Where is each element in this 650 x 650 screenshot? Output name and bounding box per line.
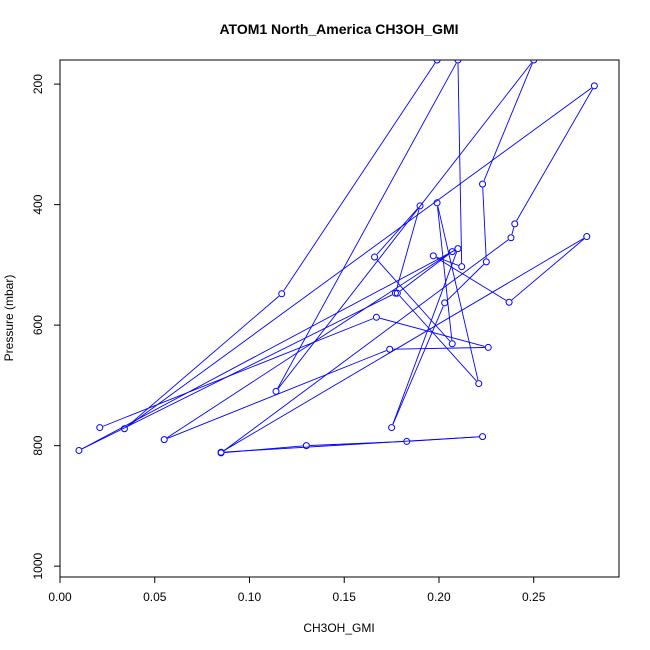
series-segment [437,206,479,381]
series-segment [376,259,451,342]
y-ticks: 200 400 600 800 1000 [31,74,60,580]
y-tick-label: 200 [31,74,45,94]
y-tick-label: 400 [31,194,45,214]
data-point [505,298,513,306]
data-point [479,433,487,441]
data-point [278,290,286,298]
data-point [448,340,456,348]
data-point [386,345,394,353]
series-segment [393,347,485,350]
data-point [160,436,168,444]
data-point [371,253,379,261]
data-point [302,442,310,450]
data-point [75,446,83,454]
y-tick-label: 600 [31,315,45,335]
x-tick-label: 0.20 [427,590,451,604]
series-segment [399,253,450,292]
series-segment [482,187,487,259]
series-segment [392,251,458,425]
series-segment [223,237,584,451]
series-segment [277,62,457,389]
x-tick-label: 0.25 [522,590,546,604]
data-point [272,387,280,395]
series-segment [483,63,533,181]
data-point [429,252,437,260]
series-segment [223,239,509,452]
series-segment [410,436,480,442]
x-tick-label: 0.05 [143,590,167,604]
data-point [448,248,456,256]
x-axis-label: CH3OH_GMI [303,621,374,635]
data-point [484,343,492,351]
series-segment [446,264,485,301]
data-point [479,180,487,188]
data-point [454,60,462,64]
series-segment [399,295,477,382]
data-point [507,234,515,242]
data-point [120,425,128,433]
x-ticks: 0.00 0.05 0.10 0.15 0.20 0.25 [48,577,546,604]
data-point [475,380,483,388]
data-point [458,263,466,271]
data-point [454,245,462,253]
data-point [96,424,104,432]
series-segment [516,88,593,222]
data-point [416,202,424,210]
data-point [482,258,490,266]
data-point [388,424,396,432]
data-point [441,299,449,307]
data-point [217,449,225,457]
series-segment [376,208,418,255]
series-segment [309,441,404,446]
series-segment [81,249,455,450]
data-series [75,60,598,457]
data-point [433,60,441,64]
series-segment [511,227,515,235]
data-point [583,233,591,241]
data-point [433,199,441,207]
y-axis-label: Pressure (mbar) [2,275,16,362]
x-tick-label: 0.00 [48,590,72,604]
y-tick-label: 1000 [31,552,45,579]
data-point [590,82,598,90]
series-segment [224,445,303,454]
x-tick-label: 0.15 [333,590,357,604]
data-point [403,437,411,445]
series-segment [436,257,507,301]
series-segment [283,62,436,292]
series-segment [436,256,459,266]
series-segment [166,253,450,439]
x-tick-label: 0.10 [238,590,262,604]
data-point [511,220,519,228]
data-point [391,289,399,297]
series-segment [81,294,393,450]
data-point [372,313,380,321]
series-segment [457,63,463,264]
series-segment [277,62,532,389]
series-segment [511,238,585,301]
data-point [393,289,401,297]
series-segment [127,87,592,428]
plot-frame [59,59,620,578]
chart-title: ATOM1 North_America CH3OH_GMI [219,21,458,37]
series-segment [395,209,420,290]
data-point [530,60,538,64]
series-segment [126,295,280,427]
y-tick-label: 800 [31,435,45,455]
